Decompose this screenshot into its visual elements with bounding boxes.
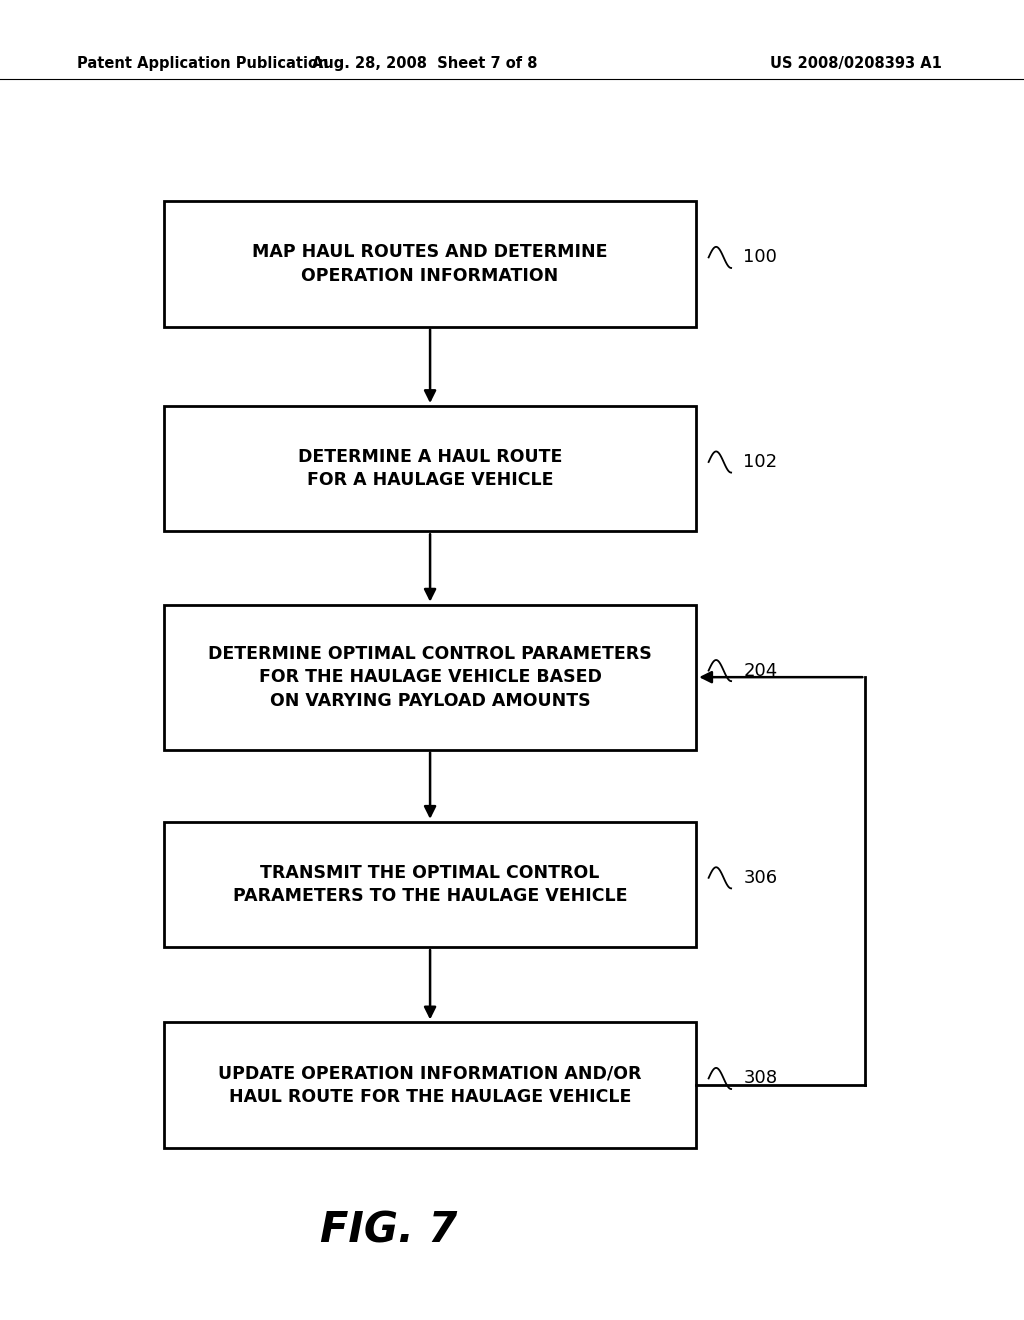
Text: FIG. 7: FIG. 7	[321, 1209, 458, 1251]
Bar	[164, 407, 696, 531]
Text: 308: 308	[743, 1069, 777, 1088]
Text: DETERMINE A HAUL ROUTE
FOR A HAULAGE VEHICLE: DETERMINE A HAUL ROUTE FOR A HAULAGE VEH…	[298, 447, 562, 490]
Text: MAP HAUL ROUTES AND DETERMINE
OPERATION INFORMATION: MAP HAUL ROUTES AND DETERMINE OPERATION …	[252, 243, 608, 285]
Bar	[164, 605, 696, 750]
Text: UPDATE OPERATION INFORMATION AND/OR
HAUL ROUTE FOR THE HAULAGE VEHICLE: UPDATE OPERATION INFORMATION AND/OR HAUL…	[218, 1064, 642, 1106]
Text: 204: 204	[743, 661, 777, 680]
Text: Aug. 28, 2008  Sheet 7 of 8: Aug. 28, 2008 Sheet 7 of 8	[312, 55, 538, 71]
Bar	[164, 201, 696, 326]
Text: TRANSMIT THE OPTIMAL CONTROL
PARAMETERS TO THE HAULAGE VEHICLE: TRANSMIT THE OPTIMAL CONTROL PARAMETERS …	[232, 863, 628, 906]
Text: US 2008/0208393 A1: US 2008/0208393 A1	[770, 55, 942, 71]
Text: Patent Application Publication: Patent Application Publication	[77, 55, 329, 71]
Text: DETERMINE OPTIMAL CONTROL PARAMETERS
FOR THE HAULAGE VEHICLE BASED
ON VARYING PA: DETERMINE OPTIMAL CONTROL PARAMETERS FOR…	[208, 644, 652, 710]
Bar	[164, 821, 696, 948]
Text: 306: 306	[743, 869, 777, 887]
Text: 102: 102	[743, 453, 777, 471]
Bar	[164, 1022, 696, 1147]
Text: 100: 100	[743, 248, 777, 267]
